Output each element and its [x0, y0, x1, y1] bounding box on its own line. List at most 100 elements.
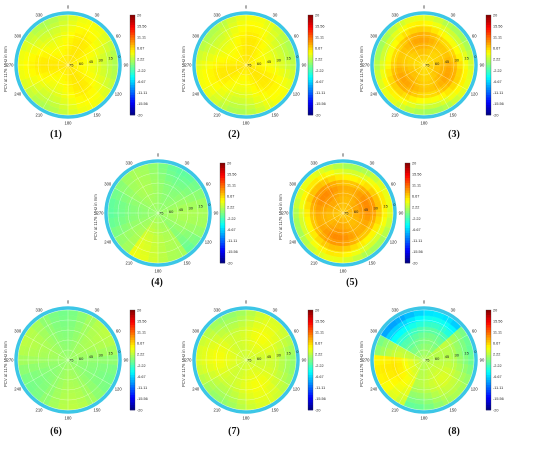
colorbar-frame [219, 162, 226, 264]
heatmap-cell [423, 20, 434, 28]
colorbar-segment [486, 112, 491, 116]
azimuth-tick-label: 150 [184, 261, 192, 266]
colorbar-segment [130, 380, 135, 383]
heatmap-cell [237, 392, 247, 400]
grid-spoke [317, 212, 344, 257]
azimuth-tick-label: 330 [311, 160, 319, 165]
colorbar-segment [130, 27, 135, 31]
colorbar-segment [220, 173, 225, 176]
colorbar-segment [486, 320, 491, 323]
colorbar-segment [308, 380, 313, 383]
colorbar-segment [130, 352, 135, 356]
azimuth-tick-label: 90 [480, 358, 485, 363]
colorbar-segment [130, 357, 135, 361]
heatmap-cell [334, 173, 344, 181]
azimuth-tick-label: 300 [192, 34, 200, 39]
polar-panel: 0 30 60 90 120 150 180 210 240 270 300 330 75 60 45 30 1… [0, 5, 160, 150]
colorbar-segment [486, 65, 491, 68]
heatmap-cell [67, 315, 78, 323]
colorbar-segment [130, 375, 135, 378]
y-axis-label: PCV at 1176 MHz in mm [181, 46, 186, 92]
y-axis-label: PCV at 1176 MHz in mm [3, 341, 8, 387]
colorbar-segment [486, 15, 491, 18]
colorbar-tick-label: -15.56 [493, 102, 504, 106]
colorbar-segment [405, 205, 410, 209]
azimuth-tick-label: 60 [116, 329, 121, 334]
heatmap-cell [423, 108, 435, 116]
grid-spoke [24, 64, 69, 91]
radial-tick-label: 75 [425, 358, 430, 363]
colorbar-segment [130, 400, 135, 403]
grid-spoke [245, 64, 290, 91]
heatmap-cell [418, 37, 425, 44]
heatmap-cell [423, 397, 434, 405]
grid-spoke [114, 187, 159, 214]
radial-tick-label: 75 [159, 211, 164, 216]
heatmap-cell [67, 14, 79, 22]
colorbar-segment [486, 317, 491, 321]
grid-spoke [423, 39, 468, 66]
azimuth-tick-label: 270 [97, 211, 105, 216]
grid-spoke [380, 39, 425, 66]
colorbar-segment [308, 385, 313, 388]
colorbar-segment [308, 40, 313, 43]
azimuth-tick-label: 0 [423, 5, 426, 10]
colorbar-segment [308, 382, 313, 386]
azimuth-tick-label: 120 [471, 387, 479, 392]
colorbar-tick-label: -2.22 [137, 364, 146, 368]
colorbar-tick-label: 2.22 [493, 353, 500, 357]
colorbar-segment [308, 350, 313, 353]
colorbar-segment [405, 168, 410, 171]
azimuth-tick-label: 240 [14, 92, 22, 97]
colorbar-segment [130, 97, 135, 101]
colorbar-segment [486, 47, 491, 51]
heatmap-cell [150, 179, 159, 187]
colorbar-segment [486, 370, 491, 373]
azimuth-tick-label: 120 [293, 387, 301, 392]
colorbar-segment [130, 345, 135, 348]
colorbar-tick-label: 15.56 [315, 319, 325, 323]
azimuth-tick-label: 270 [185, 358, 193, 363]
heatmap-cell [423, 91, 432, 99]
colorbar-segment [130, 330, 135, 333]
heatmap-cell [67, 397, 78, 405]
colorbar-segment [220, 205, 225, 209]
heatmap-cell [423, 25, 433, 33]
colorbar-segment [308, 57, 313, 61]
polar-panel: 0 30 60 90 120 150 180 210 240 270 300 330 75 60 45 30 1… [356, 5, 516, 150]
azimuth-tick-label: 300 [192, 329, 200, 334]
azimuth-tick-label: 240 [370, 92, 378, 97]
grid-spoke [67, 359, 94, 404]
colorbar-segment [405, 235, 410, 239]
heatmap-cell [237, 97, 247, 105]
colorbar-segment [308, 392, 313, 396]
grid-spoke [299, 187, 344, 214]
colorbar-segment [308, 395, 313, 398]
colorbar-segment [130, 320, 135, 323]
azimuth-tick-label: 30 [185, 160, 190, 165]
colorbar-segment [130, 45, 135, 48]
radial-tick-label: 30 [189, 205, 194, 210]
colorbar-tick-label: -11.11 [137, 386, 147, 390]
colorbar-segment [405, 165, 410, 169]
azimuth-tick-label: 60 [294, 34, 299, 39]
grid-spoke [398, 21, 425, 66]
colorbar-segment [308, 362, 313, 366]
colorbar-segment [308, 340, 313, 343]
colorbar-segment [405, 248, 410, 251]
colorbar-segment [220, 183, 225, 186]
colorbar-segment [486, 72, 491, 76]
colorbar-segment [220, 228, 225, 231]
radial-tick-label: 0 [118, 349, 121, 354]
colorbar-tick-label: 11.11 [137, 36, 146, 40]
colorbar-segment [130, 367, 135, 371]
radial-tick-label: 60 [435, 61, 440, 66]
grid-spoke [423, 21, 450, 66]
azimuth-tick-label: 30 [370, 160, 375, 165]
heatmap-cell [62, 37, 69, 44]
colorbar-segment [486, 45, 491, 48]
grid-spoke [423, 316, 450, 361]
colorbar-segment [220, 233, 225, 236]
colorbar-tick-label: -11.11 [315, 91, 325, 95]
grid-spoke [380, 334, 425, 361]
